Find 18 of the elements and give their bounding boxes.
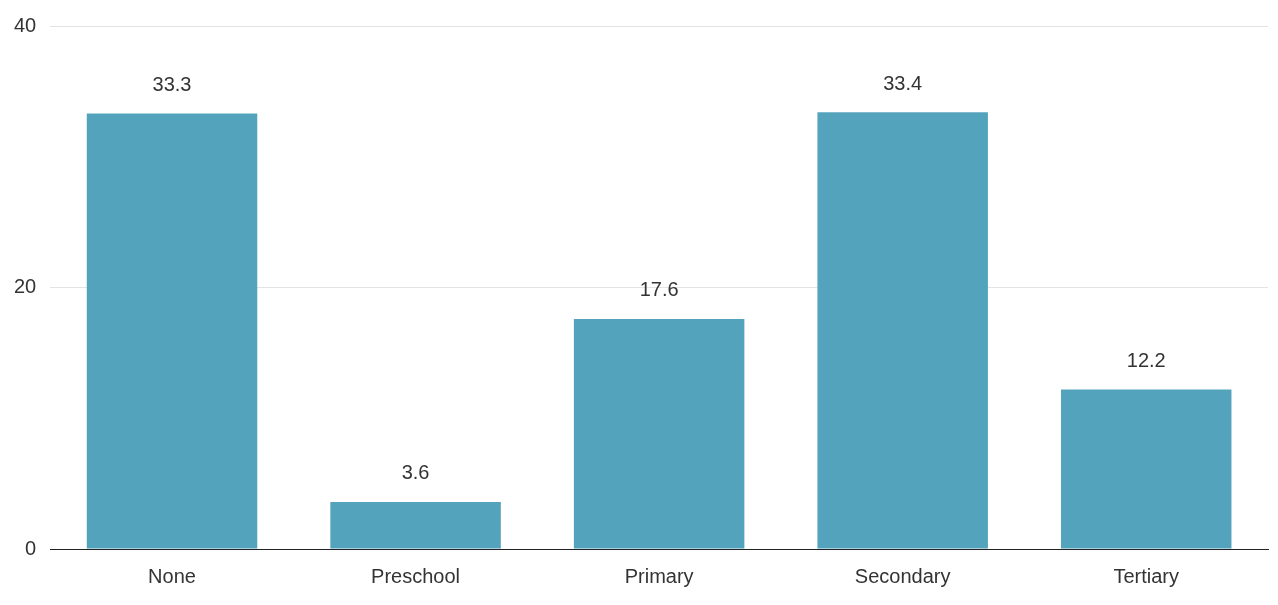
data-label: 17.6 (639, 278, 679, 301)
x-tick-label: Secondary (854, 564, 951, 587)
bar (86, 113, 258, 549)
bar (573, 318, 745, 549)
x-tick-label: Tertiary (1113, 564, 1180, 587)
bar (817, 112, 988, 549)
data-label: 33.4 (883, 71, 923, 94)
x-tick-label: Primary (624, 564, 694, 587)
data-label: 33.3 (152, 73, 192, 96)
y-tick-label: 0 (25, 536, 37, 559)
data-label: 3.6 (401, 461, 430, 484)
x-tick-label: None (148, 564, 196, 587)
x-tick-label: Preschool (371, 564, 461, 587)
bar (330, 501, 501, 549)
data-label: 12.2 (1126, 349, 1166, 371)
bar (1060, 389, 1232, 549)
y-tick-label: 40 (14, 13, 37, 36)
y-tick-label: 20 (14, 275, 37, 298)
